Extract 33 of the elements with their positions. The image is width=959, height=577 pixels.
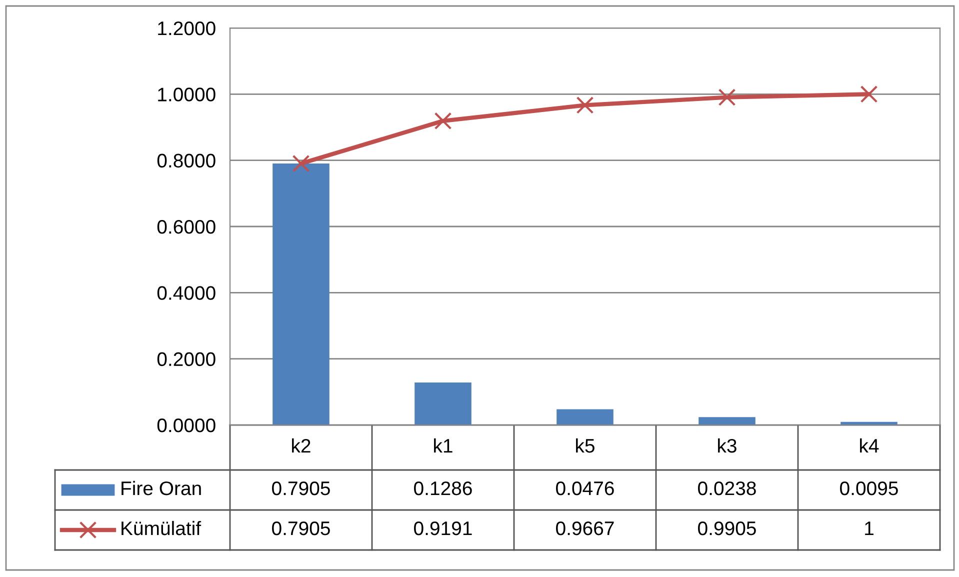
data-label: 0.0476: [556, 481, 614, 496]
bar: [414, 382, 472, 425]
x-tick-label: k1: [434, 438, 452, 453]
point: [434, 112, 452, 130]
legend-label: Fire Oran: [122, 480, 201, 496]
bar: [698, 417, 756, 425]
legend-label: Kümülatif: [122, 520, 202, 536]
y-tick-label: 0.8000: [157, 154, 216, 168]
y-tick-label: 1.0000: [158, 88, 216, 102]
data-label: 0.1286: [414, 481, 472, 496]
y-tick-label: 0.6000: [157, 220, 216, 234]
data-label: 0.0238: [698, 481, 756, 496]
data-label: 0.0095: [840, 481, 898, 496]
x-tick-label: k5: [576, 438, 594, 453]
data-label: 1: [865, 522, 874, 536]
x-tick-label: k4: [860, 438, 879, 453]
point: [292, 154, 310, 172]
y-tick-label: 0.0000: [157, 418, 216, 432]
data-label: 0.9191: [414, 521, 472, 536]
y-tick-label: 0.4000: [157, 286, 216, 300]
point: [860, 85, 878, 103]
data-label: 0.7905: [272, 521, 330, 536]
data-label: 0.7905: [272, 481, 330, 496]
x-tick-label: k2: [292, 438, 310, 453]
x-tick-label: k3: [718, 438, 736, 453]
data-label: 0.9905: [698, 521, 756, 536]
bar: [556, 409, 614, 425]
y-tick-label: 0.2000: [157, 352, 216, 366]
point: [576, 96, 594, 114]
bar: [272, 163, 330, 425]
data-label: 0.9667: [556, 521, 614, 536]
point: [718, 88, 736, 106]
y-tick-label: 1.2000: [158, 21, 216, 36]
